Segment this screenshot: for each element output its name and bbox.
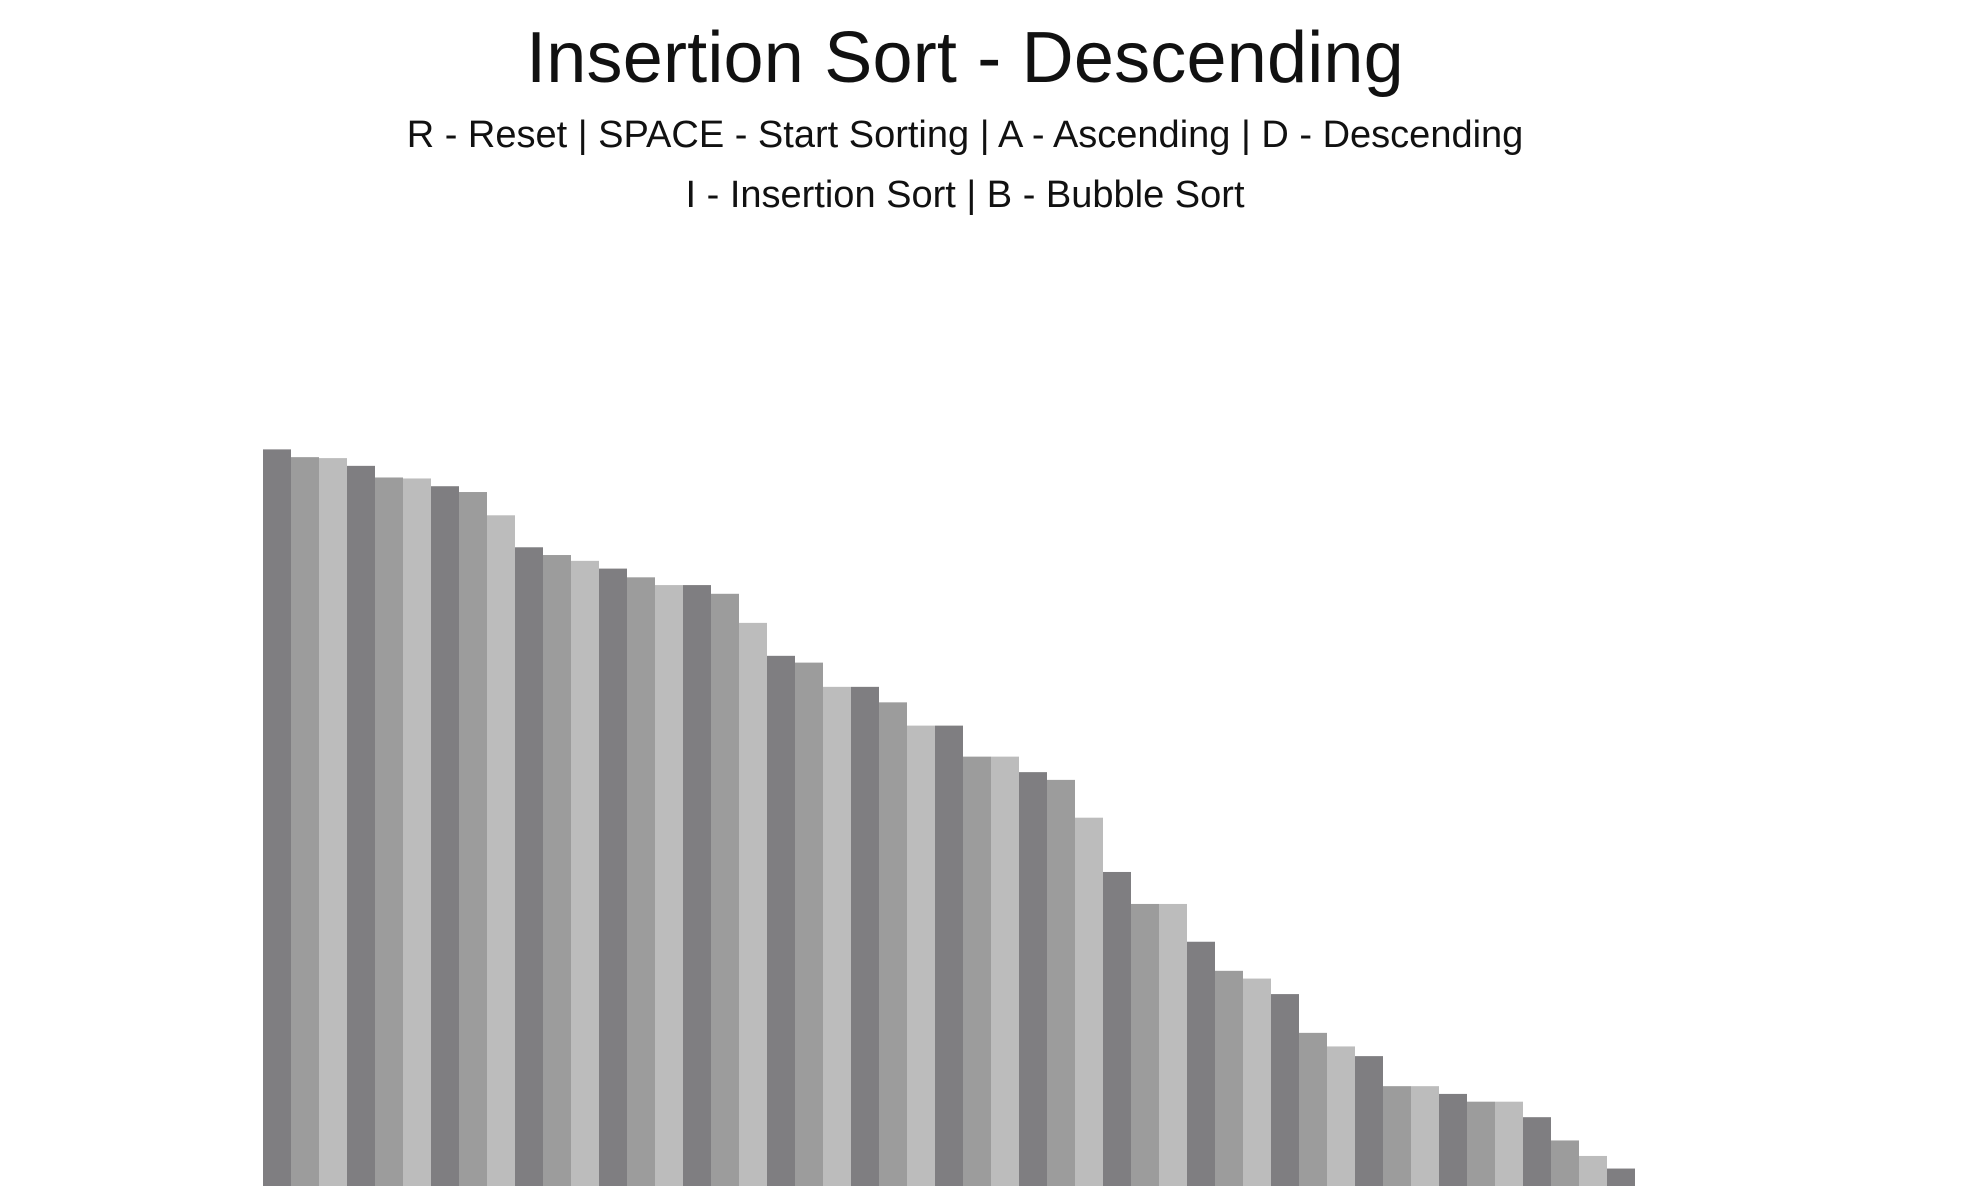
bar (1271, 994, 1299, 1186)
bar (739, 622, 767, 1186)
bar (1467, 1101, 1495, 1186)
bar (879, 702, 907, 1186)
bar (1103, 871, 1131, 1186)
bar (963, 756, 991, 1186)
bar (1551, 1140, 1579, 1186)
bar (851, 686, 879, 1186)
bar (1523, 1117, 1551, 1186)
bar (375, 477, 403, 1186)
bar (1187, 941, 1215, 1186)
bar (515, 547, 543, 1186)
bar (319, 458, 347, 1186)
bar (991, 756, 1019, 1186)
bar (487, 515, 515, 1186)
bar (571, 560, 599, 1186)
bar (1075, 817, 1103, 1186)
bar (1383, 1086, 1411, 1186)
controls-help-line-2: I - Insertion Sort | B - Bubble Sort (685, 174, 1245, 216)
bar (655, 585, 683, 1186)
bar (1355, 1056, 1383, 1186)
bar (1327, 1046, 1355, 1186)
bar (347, 465, 375, 1186)
bar (823, 686, 851, 1186)
bar (767, 655, 795, 1186)
bar (1495, 1101, 1523, 1186)
bar (1131, 903, 1159, 1186)
bar (1215, 970, 1243, 1186)
bar (683, 585, 711, 1186)
bar (935, 725, 963, 1186)
bar (291, 457, 319, 1186)
bar (1047, 779, 1075, 1186)
bar (795, 662, 823, 1186)
controls-help-line-1: R - Reset | SPACE - Start Sorting | A - … (406, 114, 1524, 156)
bar (1019, 772, 1047, 1186)
bar (1299, 1032, 1327, 1186)
bar (711, 593, 739, 1186)
bar (1607, 1168, 1635, 1186)
bar (1439, 1093, 1467, 1186)
bar (263, 449, 291, 1186)
bar (627, 577, 655, 1186)
bar (1243, 978, 1271, 1186)
bar (1411, 1086, 1439, 1186)
bar (403, 478, 431, 1186)
bar (459, 492, 487, 1186)
bar (543, 555, 571, 1186)
bar (599, 568, 627, 1186)
bar (431, 486, 459, 1186)
bars-group (263, 449, 1635, 1186)
page-title: Insertion Sort - Descending (526, 18, 1404, 98)
bar (1579, 1155, 1607, 1186)
bar (907, 725, 935, 1186)
bar (1159, 903, 1187, 1186)
